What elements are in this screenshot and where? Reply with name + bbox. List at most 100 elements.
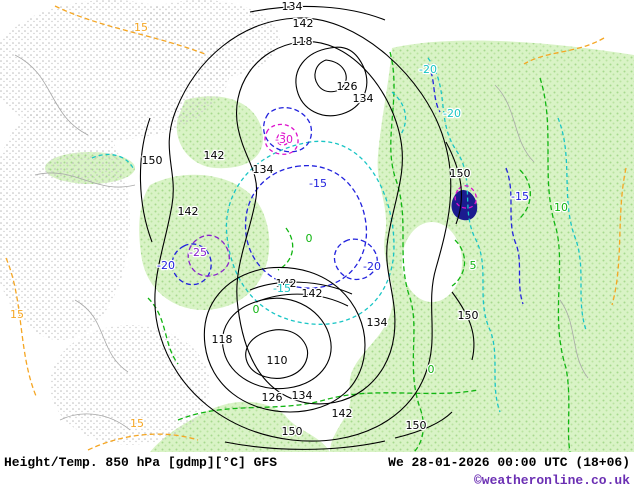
temp-contour-path	[454, 185, 478, 209]
temp-label: 0	[306, 232, 313, 245]
height-contour-150-right-lower	[451, 291, 475, 361]
temp-contours-orange	[5, 5, 627, 451]
temp-contour-path	[557, 117, 587, 331]
temp-contours-magenta	[264, 123, 478, 209]
temp-contour-path	[147, 297, 179, 365]
temp-label: -20	[419, 63, 437, 76]
height-contour-150-bottom	[224, 440, 386, 450]
height-label: 134	[353, 92, 374, 105]
temp-label: 15	[130, 417, 144, 430]
height-label: 150	[282, 425, 303, 438]
height-label: 134	[292, 389, 313, 402]
height-contour-118-main	[222, 297, 332, 390]
height-label: 118	[292, 35, 313, 48]
minor-contour-path	[14, 54, 89, 136]
temp-contour-path	[54, 5, 206, 55]
temp-label: 15	[10, 308, 24, 321]
map-datetime: We 28-01-2026 00:00 UTC (18+06)	[388, 455, 630, 470]
gray-stipple-top-center	[120, 0, 280, 80]
temp-label: -15	[273, 282, 291, 295]
minor-gray-contours	[14, 54, 589, 431]
gray-stipple-bottom-left	[50, 325, 210, 445]
temp-contour-path	[517, 169, 531, 221]
map-title: Height/Temp. 850 hPa [gdmp][°C] GFS	[4, 455, 278, 470]
height-contour-110-main	[245, 329, 308, 379]
temp-label: -30	[275, 133, 293, 146]
height-label: 150	[142, 154, 163, 167]
white-patch-right	[402, 222, 462, 302]
temp-contour-path	[225, 140, 395, 325]
temp-contour-path	[264, 123, 299, 155]
height-contour-142-saddle-2	[255, 293, 349, 307]
height-label: 150	[458, 309, 479, 322]
green-region-right	[330, 40, 634, 452]
height-label: 118	[212, 333, 233, 346]
weather-map-container: 134 142 118 126 134 150 142 134 142 150 142 142 134 1…	[0, 0, 634, 452]
temp-label: 15	[134, 21, 148, 34]
temp-label: -20	[363, 260, 381, 273]
temp-contour-path	[539, 77, 571, 452]
height-contour-150-left	[139, 117, 153, 243]
temp-contour-path	[171, 243, 212, 286]
gray-stipple-topleft-2	[0, 100, 130, 340]
temp-label: 5	[470, 259, 477, 272]
temp-label: -20	[443, 107, 461, 120]
temp-contour-path	[87, 433, 199, 451]
navy-cold-patch	[451, 190, 478, 221]
temp-contours-purple	[187, 234, 230, 277]
temp-label: -25	[189, 246, 207, 259]
height-label: 142	[204, 149, 225, 162]
temp-contour-path	[244, 165, 368, 289]
height-contour-118-top	[314, 59, 347, 93]
height-contour-150-bottom-right	[394, 411, 453, 439]
height-contour-126-top	[295, 46, 368, 117]
credit-row: ©weatheronline.co.uk	[0, 470, 634, 489]
temp-label: -15	[309, 177, 327, 190]
caption-row: Height/Temp. 850 hPa [gdmp][°C] GFS We 2…	[0, 452, 634, 470]
temp-contour-path	[391, 91, 407, 137]
height-contour-126-main	[203, 266, 366, 413]
temp-label: 10	[554, 201, 568, 214]
height-label: 150	[450, 167, 471, 180]
temp-contour-path	[276, 132, 290, 146]
minor-contour-path	[74, 299, 129, 373]
temp-contours-blue	[171, 63, 524, 305]
minor-contour-path	[494, 84, 535, 163]
minor-contour-path	[559, 299, 589, 379]
temp-contours-green	[147, 51, 571, 452]
temp-contour-path	[177, 389, 479, 421]
height-label: 126	[337, 80, 358, 93]
temp-label: 0	[428, 363, 435, 376]
temp-contour-path	[427, 57, 501, 413]
height-label: 142	[332, 407, 353, 420]
temp-contour-path	[263, 106, 313, 153]
temp-contours-cyan	[91, 57, 587, 413]
minor-contour-path	[59, 413, 131, 431]
height-contours	[139, 5, 475, 450]
height-contour-142-outer	[154, 17, 452, 442]
green-region-center-left	[139, 174, 270, 310]
temp-contour-path	[389, 51, 424, 452]
temp-label: 0	[253, 303, 260, 316]
height-label: 134	[253, 163, 274, 176]
height-label: 134	[367, 316, 388, 329]
height-label: 142	[293, 17, 314, 30]
height-label: 142	[302, 287, 323, 300]
temp-contour-path	[333, 238, 378, 281]
temp-label: -15	[511, 190, 529, 203]
temp-contour-path	[187, 234, 230, 277]
minor-contour-path	[34, 172, 136, 188]
temp-contour-path	[611, 167, 627, 306]
height-label: 142	[276, 277, 297, 290]
temp-contour-path	[523, 37, 605, 65]
footer: Height/Temp. 850 hPa [gdmp][°C] GFS We 2…	[0, 452, 634, 489]
height-label: 150	[406, 419, 427, 432]
temp-contour-path	[451, 239, 466, 287]
temp-contour-path	[91, 153, 135, 171]
height-label: 110	[267, 354, 288, 367]
credit-link[interactable]: ©weatheronline.co.uk	[473, 473, 630, 488]
height-contour-134-top-arc	[249, 5, 386, 21]
height-contour-134	[236, 41, 403, 405]
height-label: 134	[282, 0, 303, 13]
